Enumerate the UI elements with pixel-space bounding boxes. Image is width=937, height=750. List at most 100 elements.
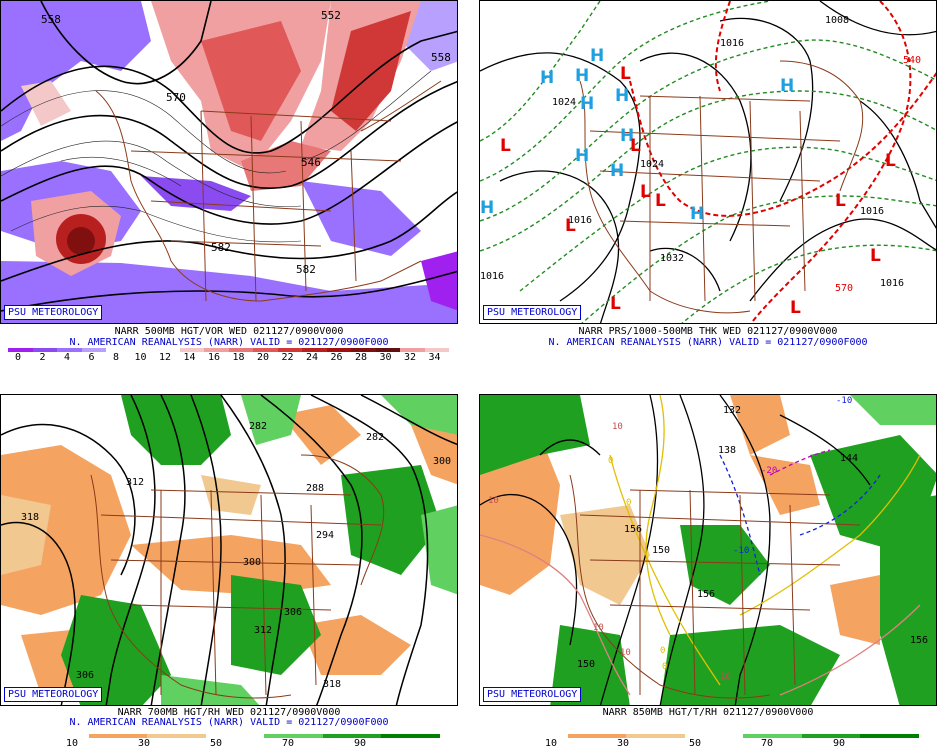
vorticity-contour-label: 582 — [296, 263, 316, 276]
rh-scale-swatch — [88, 734, 148, 738]
vorticity-scale-swatch — [81, 348, 106, 352]
vorticity-scale-label: 14 — [183, 352, 196, 363]
rh850-map-svg: 132 138 144 150 156 150 156 156 -10 -20 … — [480, 395, 936, 705]
height-contour-label: 318 — [21, 512, 39, 523]
vorticity-scale-swatch — [8, 348, 33, 352]
vorticity-scale-label: 4 — [63, 352, 71, 363]
temperature-label: 10 — [612, 422, 623, 432]
rh700-caption-line2: N. AMERICAN REANALYSIS (NARR) VALID = 02… — [69, 717, 389, 728]
vorticity-scale-swatch — [155, 348, 180, 352]
high-pressure-marker: H — [615, 86, 629, 106]
rh-scale-swatch — [509, 734, 568, 738]
rh-scale-label: 90 — [353, 738, 367, 749]
rh700-map: 282 288 294 300 306 312 318 318 306 312 … — [0, 394, 458, 706]
thickness-label: 540 — [903, 55, 921, 66]
height-contour-label: 288 — [306, 483, 324, 494]
temperature-label: -20 — [761, 466, 777, 476]
height-contour-label: 150 — [577, 659, 595, 670]
panel-500mb-vorticity: 570 582 546 558 552 558 582 PSU METEOROL… — [0, 0, 458, 370]
rh700-map-svg: 282 288 294 300 306 312 318 318 306 312 … — [1, 395, 457, 705]
rh-scale-swatch — [743, 734, 802, 738]
height-contour-label: 282 — [249, 421, 267, 432]
vorticity-scale-label: 24 — [305, 352, 319, 363]
rh-scale-label: 90 — [832, 738, 846, 749]
vorticity-scale-swatch — [400, 348, 425, 352]
vorticity-scale-label: 0 — [14, 352, 22, 363]
high-pressure-marker: H — [780, 76, 794, 96]
height-contour-label: 312 — [126, 477, 144, 488]
vorticity-contour-label: 582 — [211, 241, 231, 254]
temperature-label: 10 — [620, 648, 631, 658]
low-pressure-marker: L — [655, 191, 666, 211]
vorticity-scale-label: 30 — [379, 352, 392, 363]
vorticity-scale-label: 8 — [112, 352, 120, 363]
vorticity-color-scale: 0 2 4 6 8 10 12 14 16 18 20 22 24 26 28 30 32 34 — [0, 348, 458, 363]
low-pressure-marker: L — [500, 136, 511, 156]
low-pressure-marker: L — [565, 216, 576, 236]
rh-scale-label: 70 — [281, 738, 295, 749]
height-contour-label: 300 — [243, 557, 261, 568]
high-pressure-marker: H — [620, 126, 634, 146]
psu-meteorology-credit: PSU METEOROLOGY — [4, 305, 103, 320]
rh-scale-label: 50 — [688, 738, 702, 749]
rh-scale-label: 10 — [65, 738, 79, 749]
vorticity-scale-label: 6 — [88, 352, 95, 363]
vorticity-caption-line2: N. AMERICAN REANALYSIS (NARR) VALID = 02… — [69, 337, 389, 348]
rh-scale-swatch — [147, 734, 206, 738]
vorticity-contour-label: 558 — [431, 51, 451, 64]
height-contour-label: 306 — [284, 607, 302, 618]
vorticity-scale-label: 22 — [281, 352, 294, 363]
rh850-map: 132 138 144 150 156 150 156 156 -10 -20 … — [479, 394, 937, 706]
rh-scale-label: 50 — [209, 738, 223, 749]
height-contour-label: 300 — [433, 456, 451, 467]
rh-scale-swatch — [567, 734, 627, 738]
panel-850mb-rh: 132 138 144 150 156 150 156 156 -10 -20 … — [479, 380, 937, 750]
rh-scale-swatch — [381, 734, 440, 738]
vorticity-map: 570 582 546 558 552 558 582 PSU METEOROL… — [0, 0, 458, 324]
rh-scale-swatch — [264, 734, 323, 738]
low-pressure-marker: L — [790, 298, 801, 318]
isobar-label: 1024 — [640, 159, 664, 170]
vorticity-scale-label: 10 — [134, 352, 147, 363]
low-pressure-marker: L — [610, 294, 621, 314]
vorticity-scale-label: 26 — [330, 352, 343, 363]
rh-scale-swatch — [684, 734, 744, 738]
height-contour-label: 312 — [254, 625, 272, 636]
temperature-label: -10 — [836, 396, 852, 406]
low-pressure-marker: L — [885, 151, 896, 171]
isobar-label: 1016 — [568, 215, 592, 226]
high-pressure-marker: H — [580, 94, 594, 114]
rh-scale-swatch — [30, 734, 89, 738]
temperature-label: 10 — [593, 623, 604, 633]
rh850-color-scale: 10 30 50 70 90 — [479, 734, 937, 749]
vorticity-scale-label: 20 — [256, 352, 270, 363]
vorticity-scale-swatch — [228, 348, 253, 352]
vorticity-scale-swatch — [179, 348, 204, 352]
psu-meteorology-credit: PSU METEOROLOGY — [4, 687, 103, 702]
high-pressure-marker: H — [575, 146, 589, 166]
height-contour-label: 282 — [366, 432, 384, 443]
height-contour-label: 144 — [840, 453, 858, 464]
low-pressure-marker: L — [835, 191, 846, 211]
panel-pressure-thickness: H H H H H H H H H H H L L L L L L L L L — [479, 0, 937, 370]
height-contour-label: 318 — [323, 679, 341, 690]
low-pressure-marker: L — [640, 182, 651, 202]
height-contour-label: 156 — [624, 524, 642, 535]
vorticity-scale-swatch — [277, 348, 302, 352]
psu-meteorology-credit: PSU METEOROLOGY — [483, 305, 582, 320]
vorticity-scale-label: 2 — [39, 352, 46, 363]
temperature-label: 0 — [608, 456, 613, 466]
pressure-map-svg: H H H H H H H H H H H L L L L L L L L L — [480, 1, 936, 323]
rh-scale-swatch — [322, 734, 382, 738]
rh-scale-swatch — [205, 734, 265, 738]
height-contour-label: 156 — [910, 635, 928, 646]
vorticity-contour-label: 546 — [301, 156, 321, 169]
high-pressure-marker: H — [590, 46, 604, 66]
isobar-label: 1016 — [860, 206, 884, 217]
rh850-caption-line1: NARR 850MB HGT/T/RH 021127/0900V000 — [602, 707, 814, 718]
temperature-label: 10 — [488, 496, 499, 506]
vorticity-scale-label: 18 — [232, 352, 245, 363]
high-pressure-marker: H — [690, 204, 704, 224]
height-contour-label: 156 — [697, 589, 715, 600]
vorticity-scale-swatch — [253, 348, 278, 352]
